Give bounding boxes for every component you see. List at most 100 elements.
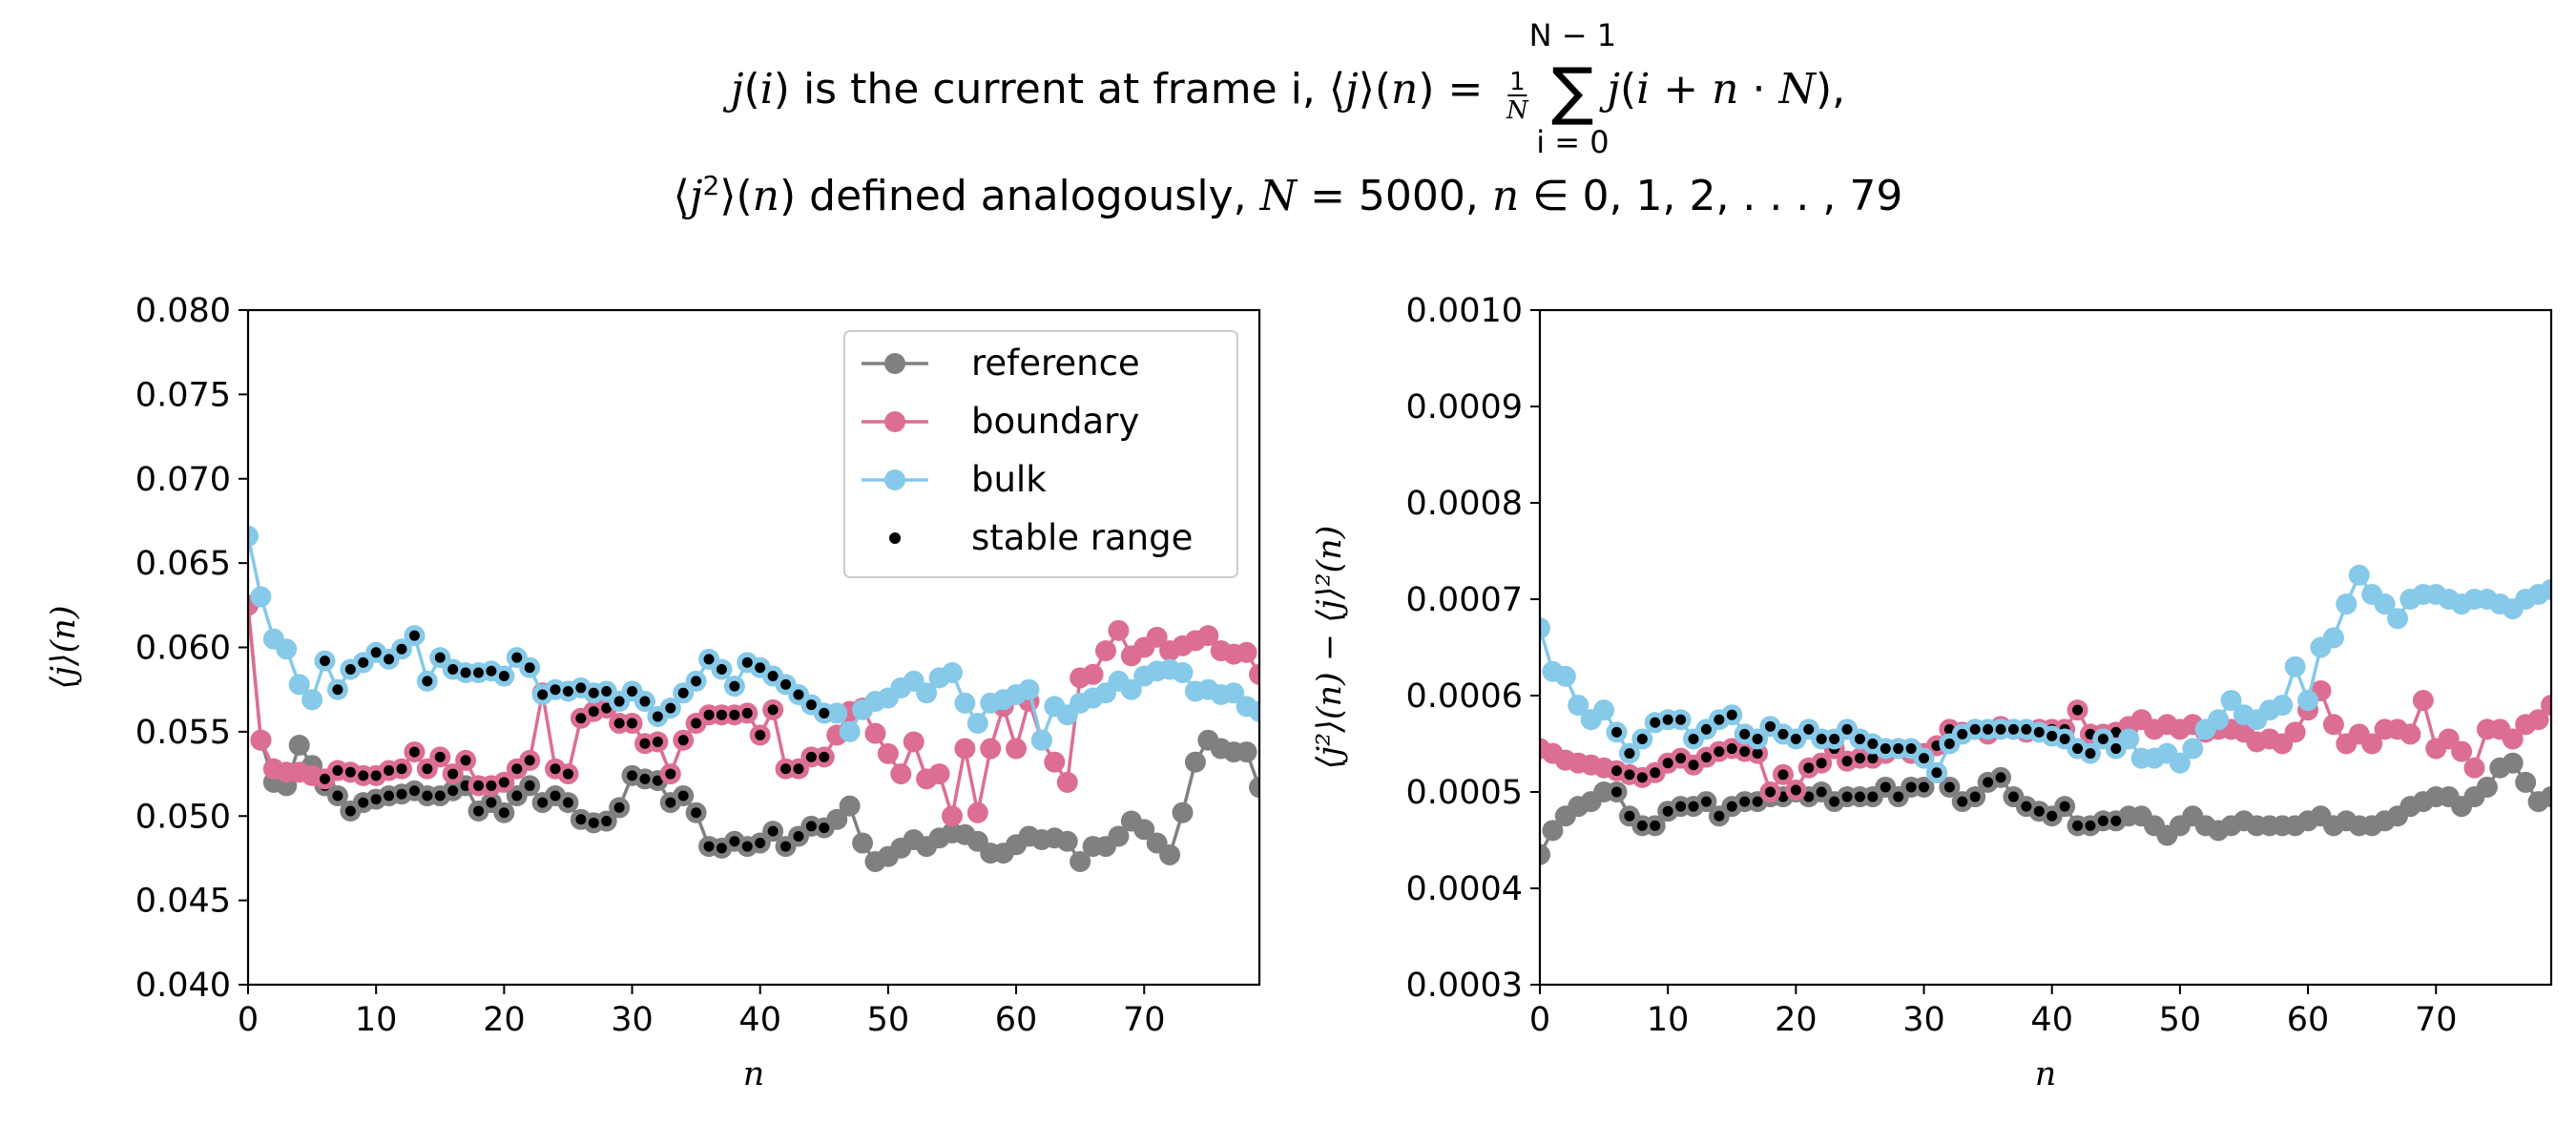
- title-line-2: ⟨j2​⟩(n) defined analogously, N = 5000, …: [674, 170, 1903, 220]
- stable-range-point: [677, 790, 689, 802]
- title-text: j: [722, 65, 744, 114]
- stable-range-point: [434, 790, 446, 802]
- right-panel-variance: 0 10 20 30 40 50 60 70 n 0.0003 0.0004 0.0005 0.0006…: [1311, 292, 2553, 1093]
- stable-range-point: [550, 790, 561, 802]
- stable-range-point: [2059, 733, 2070, 744]
- title-text: i: [760, 65, 774, 114]
- x-tick-label: 10: [355, 1001, 398, 1039]
- bulk-point: [288, 674, 310, 696]
- stable-range-point: [1854, 733, 1865, 744]
- stable-range-point: [2021, 801, 2032, 812]
- boundary-point: [1108, 619, 1130, 641]
- stable-range-point: [2046, 730, 2058, 741]
- y-tick-label: 0.0005: [1406, 774, 1523, 812]
- stable-range-point: [447, 768, 459, 780]
- x-tick-label: 0: [238, 1001, 259, 1039]
- stable-range-point: [703, 654, 715, 665]
- y-tick-label: 0.0003: [1406, 967, 1523, 1005]
- legend-entry-stable-range: stable range: [889, 517, 1193, 558]
- y-tick-label: 0.0007: [1406, 581, 1523, 619]
- stable-range-point: [613, 718, 625, 729]
- stable-range-point: [793, 830, 804, 842]
- stable-range-point: [384, 654, 395, 665]
- reference-point: [1159, 843, 1181, 865]
- stable-range-point: [819, 751, 830, 762]
- stable-range-point: [537, 689, 549, 700]
- stable-range-point: [741, 841, 753, 852]
- stable-range-point: [639, 738, 651, 749]
- legend-entry-boundary: boundary: [862, 401, 1139, 442]
- stable-range-point: [344, 805, 356, 817]
- bulk-point: [250, 586, 272, 608]
- stable-range-point: [741, 707, 753, 718]
- stable-range-point: [2033, 726, 2045, 738]
- stable-range-point: [370, 647, 382, 658]
- title-text: (: [744, 65, 760, 114]
- title-text: ·: [1738, 65, 1778, 114]
- x-tick-label: 30: [1902, 1001, 1945, 1039]
- boundary-point: [1082, 663, 1104, 685]
- boundary-point: [1044, 751, 1066, 773]
- bulk-point: [1172, 662, 1194, 684]
- reference-point: [1056, 830, 1078, 852]
- stable-range-point: [447, 663, 459, 675]
- stable-range-point: [1662, 714, 1673, 725]
- series-boundary-stable-markers: [320, 687, 830, 791]
- stable-range-point: [627, 718, 638, 729]
- stable-range-point: [716, 843, 727, 854]
- x-tick-label: 30: [611, 1001, 654, 1039]
- boundary-point: [941, 805, 963, 827]
- stable-range-point: [1803, 723, 1815, 735]
- stable-range-point: [473, 667, 485, 678]
- boundary-point: [1249, 663, 1259, 685]
- stable-range-point: [575, 682, 587, 694]
- stable-range-point: [1983, 777, 1994, 788]
- stable-range-point: [588, 687, 599, 698]
- boundary-point: [250, 729, 272, 751]
- stable-range-point: [460, 667, 471, 678]
- stable-range-point: [1867, 753, 1879, 764]
- stable-range-point: [2110, 743, 2122, 755]
- boundary-point: [2451, 740, 2473, 762]
- stable-range-point: [1675, 714, 1687, 725]
- legend-label: reference: [971, 343, 1140, 384]
- y-axis: 0.040 0.045 0.050 0.055 0.060 0.065 0.070 0.075…: [45, 292, 248, 1005]
- stable-range-point: [2110, 726, 2122, 738]
- stable-range-point: [652, 775, 663, 786]
- left-panel-mean-current: 0 10 20 30 40 50 60 70 n 0.040 0.045 0.050 0.055 0.06…: [45, 292, 1261, 1093]
- stable-range-point: [1765, 786, 1776, 798]
- stable-range-point: [408, 785, 420, 797]
- stable-range-point: [511, 790, 523, 802]
- x-tick-label: 50: [867, 1001, 910, 1039]
- stable-range-point: [741, 656, 753, 668]
- stable-range-point: [370, 794, 382, 805]
- y-tick-label: 0.0008: [1406, 485, 1523, 523]
- stable-range-point: [1650, 820, 1661, 831]
- title-text: ∈ 0, 1, 2, . . . , 79: [1519, 172, 1902, 220]
- stable-range-point: [562, 797, 573, 808]
- stable-range-point: [767, 825, 779, 837]
- stable-range-point: [408, 746, 420, 758]
- stable-range-point: [729, 680, 740, 692]
- stable-range-point: [691, 807, 702, 819]
- stable-range-point: [408, 630, 420, 641]
- reference-point: [2476, 776, 2498, 798]
- stable-range-point: [613, 696, 625, 707]
- bulk-point: [1223, 682, 1245, 704]
- stable-range-point: [1624, 810, 1635, 822]
- stable-range-point: [1841, 791, 1853, 802]
- x-axis: 0 10 20 30 40 50 60 70 n: [1529, 985, 2458, 1093]
- title-text: [1538, 65, 1551, 114]
- bulk-point: [916, 682, 938, 704]
- boundary-point: [2463, 757, 2485, 779]
- boundary-point: [2412, 690, 2434, 712]
- stable-range-point: [498, 671, 509, 682]
- title-line-1: j(i) is the current at frame i, ⟨j⟩(n) =…: [722, 65, 1845, 114]
- stable-range-point: [2007, 791, 2019, 802]
- y-tick-label: 0.050: [135, 798, 231, 836]
- boundary-point: [1146, 626, 1168, 648]
- bulk-point: [2297, 690, 2319, 712]
- bulk-point: [2182, 738, 2204, 760]
- stable-range-point: [793, 763, 804, 775]
- stable-range-point: [332, 765, 343, 777]
